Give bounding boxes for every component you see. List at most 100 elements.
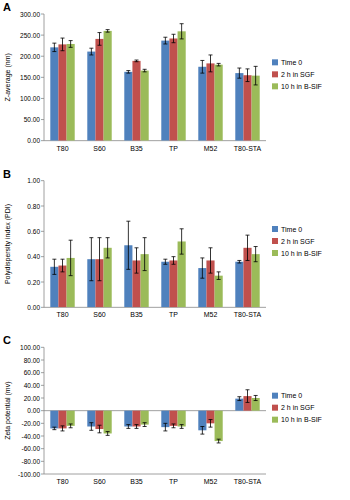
x-tick-label: T80-STA <box>234 311 262 318</box>
bar <box>235 399 243 411</box>
bar <box>169 38 177 140</box>
y-tick-label: 50.00 <box>24 116 41 123</box>
legend-swatch <box>272 417 278 423</box>
legend-label: Time 0 <box>281 59 302 66</box>
error-bar <box>69 240 73 275</box>
x-tick-label: M52 <box>204 145 218 152</box>
x-tick-label: S60 <box>93 478 106 485</box>
y-tick-label: 80.00 <box>24 357 41 364</box>
y-tick <box>41 372 44 373</box>
y-tick-label: 300.00 <box>20 11 40 18</box>
y-tick <box>41 347 44 348</box>
x-tick-label: M52 <box>204 311 218 318</box>
plot-area <box>50 24 259 141</box>
y-tick-label: 20.00 <box>24 395 41 402</box>
error-bar <box>98 425 102 433</box>
panel: CZeta potential (mv)-100.00-80.00-60.00-… <box>3 334 322 485</box>
panel: AZ-average (nm)0.0050.00100.00150.00200.… <box>3 1 322 152</box>
x-tick-label: TP <box>169 145 178 152</box>
y-tick-label: -100.00 <box>18 471 40 478</box>
x-tick-label: T80-STA <box>234 478 262 485</box>
y-tick <box>41 398 44 399</box>
error-bar <box>89 238 93 281</box>
error-bar <box>209 55 213 72</box>
error-bar <box>217 63 221 66</box>
y-tick <box>41 474 44 475</box>
y-tick <box>41 180 44 181</box>
bar <box>50 411 58 429</box>
error-bar <box>52 43 56 51</box>
x-tick-label: TP <box>169 478 178 485</box>
error-bar <box>254 395 258 400</box>
bar <box>124 72 132 141</box>
y-tick <box>41 56 44 57</box>
bar <box>141 411 149 425</box>
y-tick <box>41 14 44 15</box>
bar <box>87 52 95 141</box>
bar <box>141 71 149 141</box>
x-tick-label: T80 <box>56 145 68 152</box>
error-bar <box>143 69 147 72</box>
y-tick <box>41 282 44 283</box>
y-tick-label: 0.00 <box>27 137 40 144</box>
error-bar <box>237 260 241 263</box>
error-bar <box>237 68 241 78</box>
y-axis <box>44 181 45 308</box>
bar <box>235 73 243 141</box>
bar <box>215 276 223 308</box>
bar <box>50 47 58 140</box>
legend: Time 02 h in SGF10 h in B-SIF <box>272 226 322 257</box>
y-tick <box>41 448 44 449</box>
error-bar <box>254 66 258 85</box>
bar <box>161 41 169 141</box>
error-bar <box>98 238 102 281</box>
error-bar <box>69 41 73 48</box>
legend: Time 02 h in SGF10 h in B-SIF <box>272 59 322 90</box>
bar <box>215 411 223 441</box>
bar <box>58 266 66 308</box>
y-tick-label: 40.00 <box>24 382 41 389</box>
x-tick-label: B35 <box>130 145 143 152</box>
bar <box>95 39 103 141</box>
bar <box>58 411 66 429</box>
y-tick-label: 0.20 <box>27 279 40 286</box>
legend-swatch <box>272 393 278 399</box>
error-bar <box>52 259 56 274</box>
y-tick-label: 1.00 <box>27 177 40 184</box>
error-bar <box>209 420 213 428</box>
zero-line <box>44 410 266 411</box>
y-tick-label: 100.00 <box>20 95 40 102</box>
x-tick-label: T80-STA <box>234 145 262 152</box>
bar <box>67 411 75 426</box>
y-tick-label: -60.00 <box>22 445 41 452</box>
plot-area <box>50 221 259 307</box>
error-bar <box>106 30 110 33</box>
bar <box>67 44 75 141</box>
panel-label: C <box>3 334 11 346</box>
y-tick-label: 0.40 <box>27 253 40 260</box>
error-bar <box>98 33 102 46</box>
error-bar <box>246 235 250 260</box>
bar <box>252 254 260 307</box>
y-tick <box>41 385 44 386</box>
y-tick-label: 0.00 <box>27 304 40 311</box>
y-tick-label: 0.60 <box>27 228 40 235</box>
y-tick-label: -20.00 <box>22 420 41 427</box>
error-bar <box>172 257 176 265</box>
y-tick <box>41 461 44 462</box>
error-bar <box>106 238 110 258</box>
plot-area <box>50 390 259 443</box>
error-bar <box>180 425 184 429</box>
legend-label: 10 h in B-SIF <box>281 83 322 90</box>
y-tick <box>41 119 44 120</box>
error-bar <box>61 426 65 431</box>
y-tick-label: 100.00 <box>20 344 40 351</box>
y-tick <box>41 256 44 257</box>
x-tick-label: T80 <box>56 311 68 318</box>
error-bar <box>89 48 93 55</box>
error-bar <box>172 34 176 42</box>
error-bar <box>126 221 130 269</box>
error-bar <box>217 439 221 443</box>
legend-swatch <box>272 226 278 232</box>
legend-swatch <box>272 405 278 411</box>
